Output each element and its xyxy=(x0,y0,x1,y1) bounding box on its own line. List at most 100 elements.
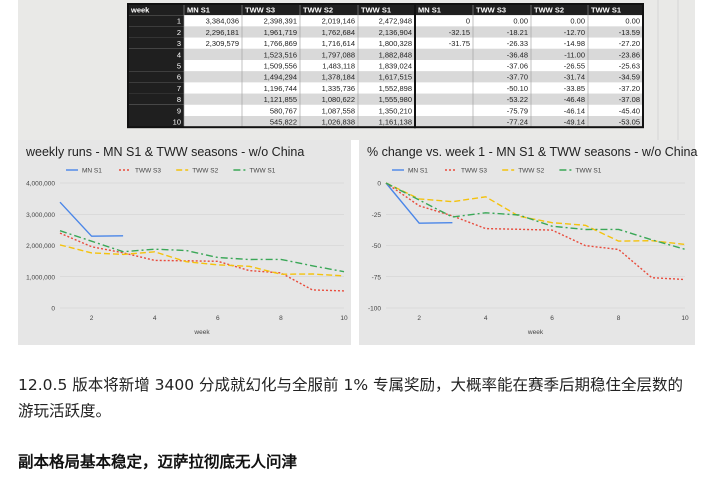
table-cell: 1,494,294 xyxy=(264,73,297,82)
y-tick-label: -75 xyxy=(372,274,382,281)
x-tick-label: 6 xyxy=(216,315,220,322)
table-cell: 3,384,036 xyxy=(206,17,239,26)
table-row xyxy=(128,93,643,105)
series-line-tww-s2 xyxy=(59,244,345,277)
table-header-cell: MN S1 xyxy=(187,6,210,15)
y-tick-label: 0 xyxy=(51,306,55,313)
percent-change-plot: 0 -25 -50 -75 -100 2 4 6 8 10 week MN S1 TWW S3 TWW S… xyxy=(368,168,689,337)
x-tick-label: 8 xyxy=(279,315,283,322)
row-index-bg xyxy=(128,116,184,128)
row-index-cell: 10 xyxy=(173,118,181,127)
table-cell: -25.63 xyxy=(619,62,640,71)
row-index-bg xyxy=(128,48,184,60)
x-axis-label: week xyxy=(527,329,544,336)
table-header-bg xyxy=(128,4,643,16)
table-cell: 1,026,838 xyxy=(322,118,355,127)
row-index-cell: 6 xyxy=(177,73,181,82)
table-cell: -45.40 xyxy=(619,106,640,115)
table-cell: -27.20 xyxy=(619,39,640,48)
series-line-mn-s1 xyxy=(59,201,124,237)
table-cell: 1,797,088 xyxy=(322,50,355,59)
table-cell: 1,121,855 xyxy=(264,95,297,104)
table-cell: 2,019,146 xyxy=(322,17,355,26)
legend-label: MN S1 xyxy=(82,168,102,175)
row-index-bg xyxy=(128,60,184,72)
x-tick-label: 4 xyxy=(153,315,157,322)
table-cell: 1,378,184 xyxy=(322,73,355,82)
table-cell: 580,767 xyxy=(270,106,297,115)
table-cell: -36.48 xyxy=(507,50,528,59)
table-cell: -49.14 xyxy=(564,118,585,127)
table-cell: 0 xyxy=(466,17,470,26)
table-header-cell: TWW S2 xyxy=(534,6,564,15)
table-row xyxy=(128,15,643,27)
row-index-bg xyxy=(128,104,184,116)
x-tick-label: 10 xyxy=(681,315,689,322)
spreadsheet-table: week MN S1 TWW S3 TWW S2 TWW S1 MN S1 TWW S3 TW… xyxy=(18,0,695,140)
table-cell: 1,350,210 xyxy=(379,106,412,115)
table-cell: 1,839,024 xyxy=(379,62,412,71)
row-index-cell: 3 xyxy=(177,39,181,48)
row-index-bg xyxy=(128,37,184,49)
row-index-bg xyxy=(128,71,184,83)
chart-title: % change vs. week 1 - MN S1 & TWW season… xyxy=(367,145,698,159)
table-cell: -34.59 xyxy=(619,73,640,82)
row-index-bg xyxy=(128,82,184,94)
table-header-cell: TWW S3 xyxy=(245,6,275,15)
table-cell: -37.06 xyxy=(507,62,528,71)
table-cell: 1,555,980 xyxy=(379,95,412,104)
x-axis-label: week xyxy=(193,329,210,336)
legend-label: TWW S3 xyxy=(135,168,161,175)
y-tick-label: -25 xyxy=(372,212,382,219)
table-cell: -14.98 xyxy=(564,39,585,48)
table-cell: -33.85 xyxy=(564,84,585,93)
x-tick-label: 2 xyxy=(417,315,421,322)
x-tick-label: 10 xyxy=(340,315,348,322)
y-tick-label: 3,000,000 xyxy=(26,212,55,219)
table-cell: 1,161,138 xyxy=(379,118,412,127)
table-cell: -31.74 xyxy=(564,73,585,82)
table-row xyxy=(128,71,643,83)
table-cell: -46.48 xyxy=(564,95,585,104)
table-cell: 1,509,556 xyxy=(264,62,297,71)
legend-label: MN S1 xyxy=(408,168,428,175)
table-cell: -26.33 xyxy=(507,39,528,48)
series-line-tww-s1 xyxy=(385,182,686,250)
article-paragraph: 12.0.5 版本将新增 3400 分成就幻化与全服前 1% 专属奖励，大概率能… xyxy=(18,376,683,420)
y-tick-label: -50 xyxy=(372,243,382,250)
table-cell: 1,196,744 xyxy=(264,84,297,93)
y-tick-label: -100 xyxy=(368,306,381,313)
table-cell: 2,398,391 xyxy=(264,17,297,26)
table-cell: 1,483,118 xyxy=(322,62,355,71)
table-cell: 1,882,848 xyxy=(379,50,412,59)
table-cell: -26.55 xyxy=(564,62,585,71)
table-cell: 1,762,684 xyxy=(322,28,355,37)
table-cell: -77.24 xyxy=(507,118,528,127)
table-header-cell: TWW S3 xyxy=(476,6,506,15)
row-index-cell: 2 xyxy=(177,28,181,37)
table-cell: -46.14 xyxy=(564,106,585,115)
chart-divider xyxy=(351,140,359,345)
table-cell: 1,335,736 xyxy=(322,84,355,93)
x-tick-label: 2 xyxy=(90,315,94,322)
weekly-runs-chart: 0 1,000,000 2,000,000 3,000,000 4,000,000 2 4 6… xyxy=(18,140,351,345)
table-row xyxy=(128,60,643,72)
table-cell: -11.00 xyxy=(564,50,585,59)
table-cell: 1,716,614 xyxy=(322,39,355,48)
weekly-runs-plot: 0 1,000,000 2,000,000 3,000,000 4,000,000 2 4 6… xyxy=(26,168,348,337)
table-cell: -12.70 xyxy=(564,28,585,37)
table-cell: -13.59 xyxy=(619,28,640,37)
table-header-cell: week xyxy=(130,6,150,15)
table-cell: -37.08 xyxy=(619,95,640,104)
row-index-cell: 1 xyxy=(177,17,181,26)
legend-label: TWW S2 xyxy=(192,168,218,175)
table-header-cell: TWW S2 xyxy=(303,6,333,15)
table-cell: 1,766,869 xyxy=(264,39,297,48)
series-line-tww-s2 xyxy=(385,182,686,246)
spreadsheet-grid: week MN S1 TWW S3 TWW S2 TWW S1 MN S1 TWW S3 TW… xyxy=(127,0,679,140)
table-cell: 2,472,948 xyxy=(379,17,412,26)
table-header-cell: TWW S1 xyxy=(361,6,391,15)
x-tick-label: 6 xyxy=(550,315,554,322)
table-cell: -37.70 xyxy=(507,73,528,82)
table-row xyxy=(128,26,643,38)
